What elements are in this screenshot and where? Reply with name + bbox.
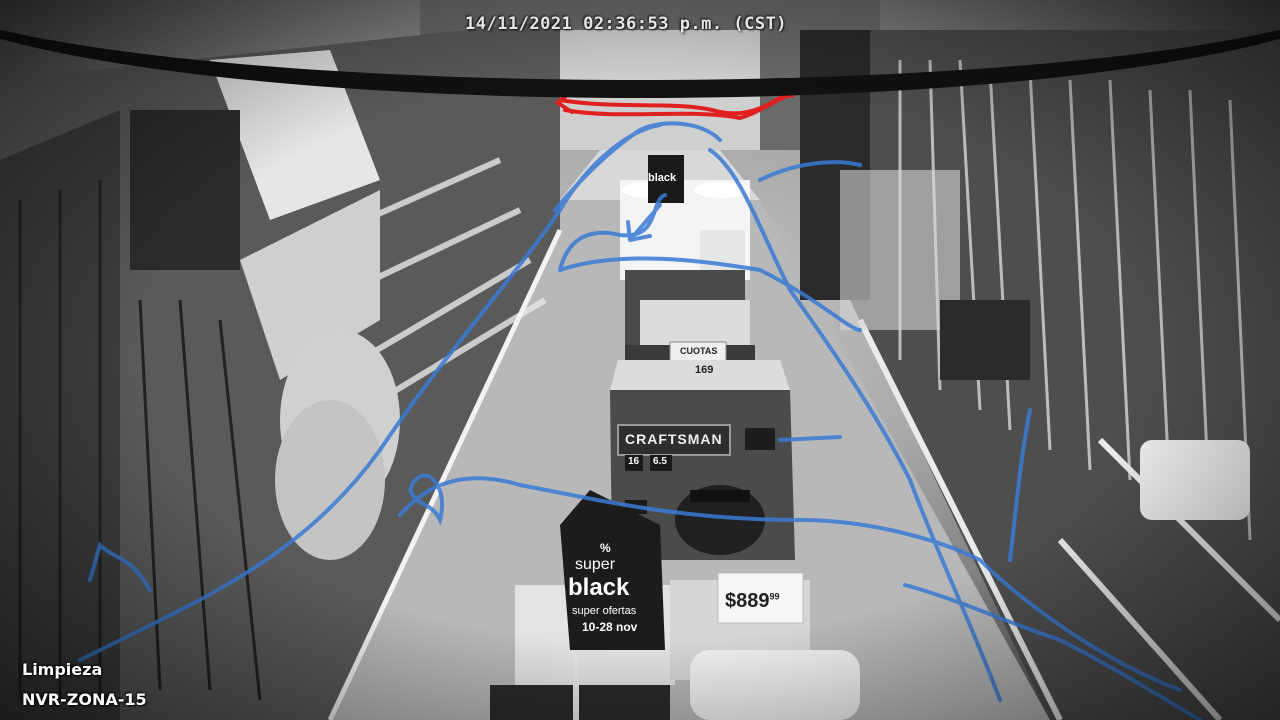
cuotas-tag-label: CUOTAS — [680, 346, 718, 356]
craftsman-logo: CRAFTSMAN — [625, 431, 723, 447]
super-black-word1: super — [575, 556, 616, 573]
box-spec-16: 16 — [628, 456, 640, 467]
price-tag-amount: $889 — [725, 590, 770, 612]
back-black-sign-text: black — [648, 172, 677, 184]
super-black-offer: super ofertas — [572, 605, 637, 617]
super-black-word2: black — [568, 574, 630, 601]
super-black-dates: 10-28 nov — [582, 620, 638, 634]
nvr-label: NVR-ZONA-15 — [22, 690, 147, 709]
timestamp-overlay: 14/11/2021 02:36:53 p.m. (CST) — [465, 14, 788, 34]
super-black-percent: % — [600, 541, 611, 555]
price-tag: $88999 — [725, 590, 780, 613]
cuotas-tag-price: 169 — [695, 364, 714, 376]
box-spec-65: 6.5 — [653, 456, 667, 467]
price-tag-cents: 99 — [769, 591, 780, 602]
zone-label: Limpieza — [22, 660, 103, 679]
